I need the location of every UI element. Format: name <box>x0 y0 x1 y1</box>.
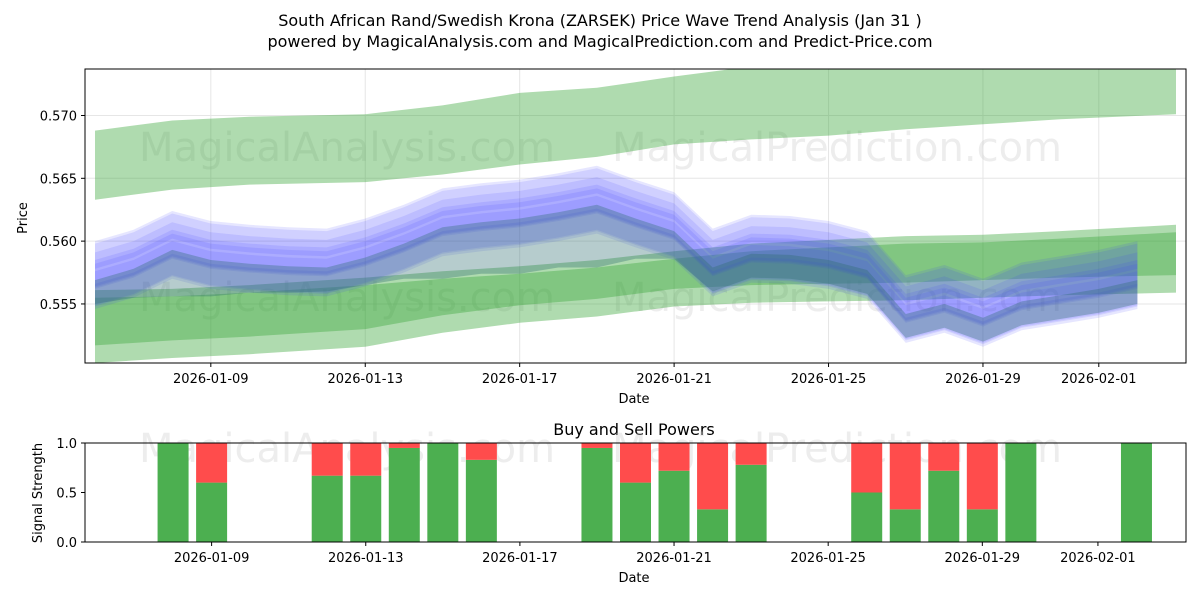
buy-bar <box>658 470 690 542</box>
signal-x-tick-label: 2026-02-01 <box>1060 551 1136 566</box>
price-watermarks: MagicalAnalysis.com MagicalPrediction.co… <box>139 125 1062 321</box>
sell-bar <box>350 443 382 476</box>
watermark-prediction-mid: MagicalPrediction.com <box>612 275 1062 321</box>
sell-bar <box>697 443 729 510</box>
price-x-tick-label: 2026-01-21 <box>636 372 712 387</box>
buy-bar <box>196 482 228 542</box>
sell-bar <box>928 443 960 471</box>
watermark-analysis-mid: MagicalAnalysis.com <box>139 275 555 321</box>
sell-bar <box>735 443 767 465</box>
price-x-tick-label: 2026-01-13 <box>327 372 403 387</box>
signal-y-tick-label: 0.5 <box>56 487 77 502</box>
sell-bar <box>658 443 690 471</box>
sell-bar <box>581 443 613 448</box>
price-axes-frame <box>84 68 1187 364</box>
price-y-tick-label: 0.555 <box>40 298 77 313</box>
price-x-tick-label: 2026-01-09 <box>173 372 249 387</box>
watermark-prediction-top: MagicalPrediction.com <box>612 125 1062 171</box>
chart-title-line1: South African Rand/Swedish Krona (ZARSEK… <box>278 11 922 30</box>
buy-bar <box>735 464 767 542</box>
buy-bar <box>427 443 459 542</box>
price-grid <box>85 69 1186 363</box>
upper-green-band <box>95 69 1176 200</box>
chart-title-line2: powered by MagicalAnalysis.com and Magic… <box>267 32 932 51</box>
signal-x-tick-label: 2026-01-17 <box>482 551 558 566</box>
buy-bar <box>157 443 189 542</box>
buy-bar <box>851 492 883 542</box>
buy-bar <box>388 447 420 542</box>
sell-bar <box>196 443 228 483</box>
signal-title: Buy and Sell Powers <box>553 420 715 439</box>
signal-y-label: Signal Strength <box>31 443 46 543</box>
price-wave-ribbon <box>95 165 1138 325</box>
price-wave-ribbon <box>95 184 1138 343</box>
sell-bar <box>465 443 497 460</box>
signal-x-tick-label: 2026-01-13 <box>328 551 404 566</box>
price-panel: MagicalAnalysis.com MagicalPrediction.co… <box>16 68 1187 407</box>
price-y-label: Price <box>16 202 31 234</box>
price-y-tick-label: 0.565 <box>40 172 77 187</box>
watermark-analysis-top: MagicalAnalysis.com <box>139 125 555 171</box>
price-x-tick-label: 2026-01-29 <box>945 372 1021 387</box>
buy-bar <box>465 459 497 542</box>
buy-bar <box>620 482 651 542</box>
buy-bar <box>1005 443 1037 542</box>
buy-bar <box>311 475 343 542</box>
sell-bar <box>388 443 420 448</box>
signal-y-tick-label: 0.0 <box>56 536 77 551</box>
price-wave-ribbon <box>95 168 1138 307</box>
price-wave-ribbon <box>95 195 1138 345</box>
sell-bar <box>311 443 343 476</box>
signal-x-tick-label: 2026-01-09 <box>174 551 250 566</box>
sell-bar <box>966 443 998 510</box>
price-x-label: Date <box>618 392 649 407</box>
signal-y-ticks: 0.0 0.5 1.0 <box>56 437 85 551</box>
sell-bar <box>620 443 651 483</box>
signal-y-tick-label: 1.0 <box>56 437 77 452</box>
price-x-ticks: 2026-01-09 2026-01-13 2026-01-17 2026-01-21… <box>173 363 1137 387</box>
lower-green-band-outer <box>95 224 1176 363</box>
signal-x-label: Date <box>618 571 649 586</box>
sell-bar <box>851 443 883 493</box>
price-y-ticks: 0.555 0.560 0.565 0.570 <box>40 109 85 313</box>
buy-bar <box>697 509 729 542</box>
price-y-tick-label: 0.560 <box>40 235 77 250</box>
price-wave-ribbon <box>95 177 1138 326</box>
signal-x-tick-label: 2026-01-29 <box>945 551 1021 566</box>
price-x-tick-label: 2026-01-25 <box>791 372 867 387</box>
price-x-tick-label: 2026-01-17 <box>482 372 558 387</box>
buy-bar <box>1120 443 1152 542</box>
buy-bar <box>889 509 921 542</box>
buy-bar <box>928 470 960 542</box>
price-x-tick-label: 2026-02-01 <box>1061 372 1137 387</box>
lower-green-band-inner <box>95 232 1176 346</box>
buy-bar <box>350 475 382 542</box>
signal-panel: Buy and Sell Powers MagicalAnalysis.com … <box>31 420 1187 586</box>
signal-x-tick-label: 2026-01-25 <box>790 551 866 566</box>
signal-bars <box>157 443 1152 542</box>
signal-x-tick-label: 2026-01-21 <box>636 551 712 566</box>
buy-bar <box>966 509 998 542</box>
price-y-tick-label: 0.570 <box>40 109 77 124</box>
price-wave-ribbon <box>95 208 1138 347</box>
sell-bar <box>889 443 921 510</box>
price-wave-overlap <box>95 204 1138 342</box>
price-wave-ribbon <box>95 188 1138 327</box>
price-series <box>95 69 1176 363</box>
signal-x-ticks: 2026-01-09 2026-01-13 2026-01-17 2026-01-21… <box>174 542 1136 566</box>
buy-bar <box>581 447 613 542</box>
